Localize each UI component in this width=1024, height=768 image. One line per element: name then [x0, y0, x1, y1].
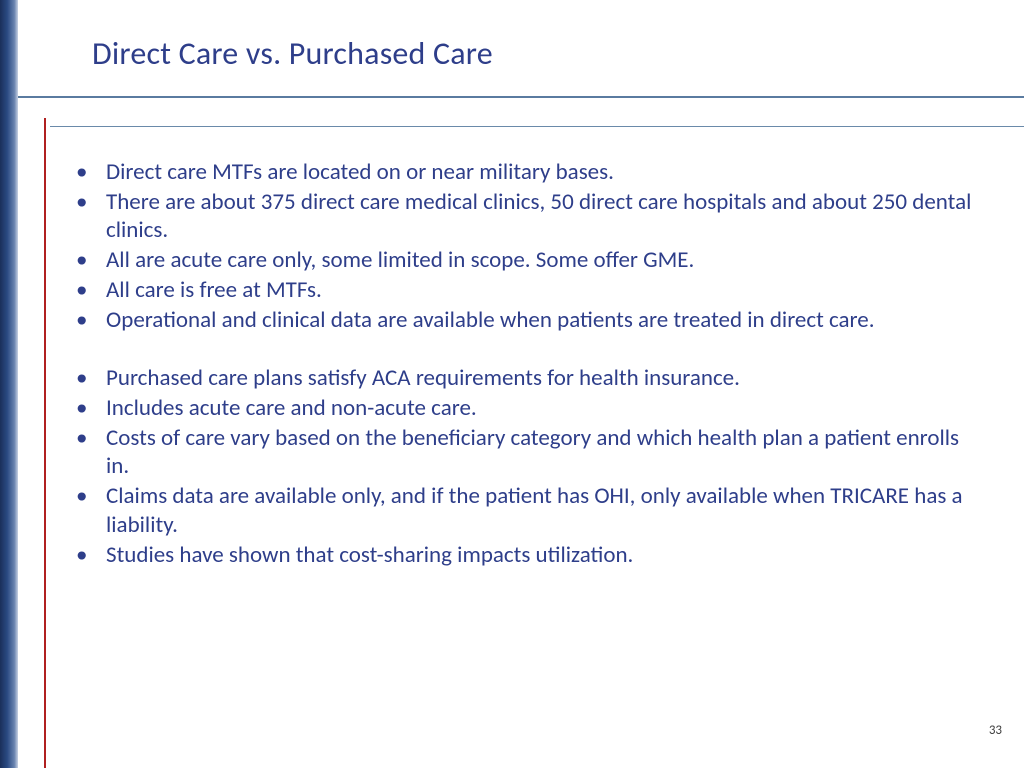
horizontal-rule-secondary	[50, 126, 1024, 127]
bullet-item: Claims data are available only, and if t…	[72, 482, 972, 538]
bullet-item: Studies have shown that cost-sharing imp…	[72, 541, 972, 569]
bullet-item: Costs of care vary based on the benefici…	[72, 424, 972, 480]
bullet-list-group-1: Direct care MTFs are located on or near …	[72, 158, 972, 334]
page-number: 33	[989, 723, 1002, 738]
horizontal-rule-primary	[18, 96, 1024, 98]
bullet-item: All care is free at MTFs.	[72, 276, 972, 304]
bullet-item: Direct care MTFs are located on or near …	[72, 158, 972, 186]
slide: Direct Care vs. Purchased Care Direct ca…	[0, 0, 1024, 768]
left-decorative-bar	[0, 0, 18, 768]
slide-title: Direct Care vs. Purchased Care	[92, 34, 493, 73]
bullet-list-group-2: Purchased care plans satisfy ACA require…	[72, 364, 972, 568]
bullet-item: Operational and clinical data are availa…	[72, 306, 972, 334]
bullet-item: There are about 375 direct care medical …	[72, 188, 972, 244]
bullet-item: Includes acute care and non-acute care.	[72, 394, 972, 422]
vertical-red-rule	[44, 118, 46, 768]
bullet-item: Purchased care plans satisfy ACA require…	[72, 364, 972, 392]
group-spacer	[72, 336, 972, 364]
bullet-item: All are acute care only, some limited in…	[72, 246, 972, 274]
slide-body: Direct care MTFs are located on or near …	[72, 158, 972, 571]
